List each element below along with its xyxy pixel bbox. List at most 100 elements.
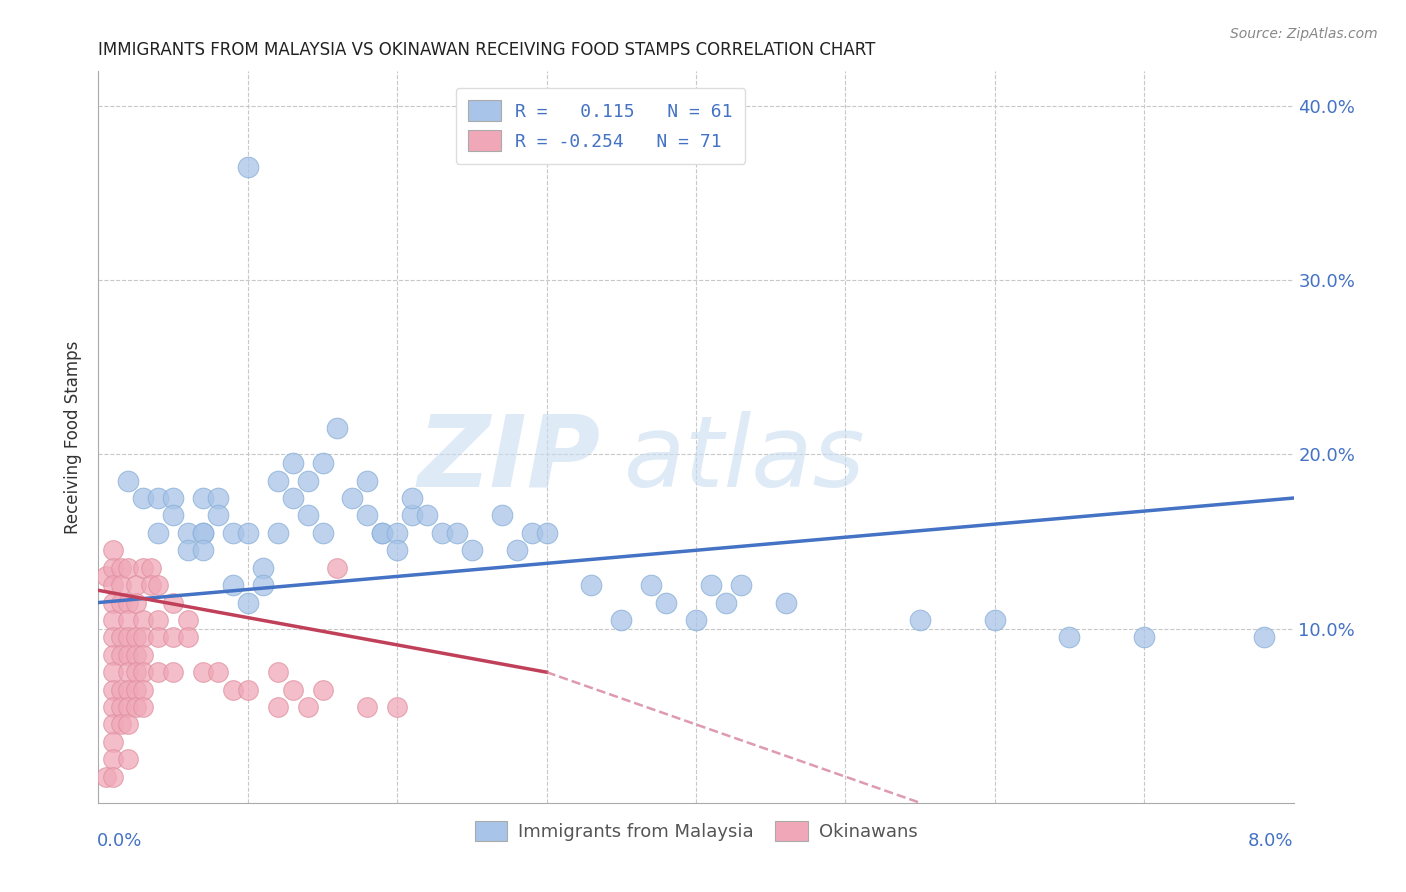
Point [222,682,245,697]
Point [446,525,468,540]
Point [132,648,155,662]
Point [536,525,558,540]
Point [281,682,304,697]
Point [222,578,245,592]
Point [125,682,148,697]
Point [117,717,139,731]
Legend: Immigrants from Malaysia, Okinawans: Immigrants from Malaysia, Okinawans [464,810,928,852]
Point [125,700,148,714]
Point [207,665,229,680]
Point [132,682,155,697]
Point [311,525,333,540]
Point [117,682,139,697]
Point [430,525,453,540]
Point [110,682,132,697]
Point [117,474,139,488]
Text: ZIP: ZIP [418,410,600,508]
Point [610,613,633,627]
Point [371,525,394,540]
Point [191,543,214,558]
Point [267,474,290,488]
Point [326,560,349,574]
Point [267,525,290,540]
Point [236,682,259,697]
Point [132,665,155,680]
Point [1133,631,1156,645]
Point [139,578,162,592]
Point [148,491,170,505]
Point [103,770,125,784]
Point [326,421,349,435]
Point [730,578,752,592]
Point [281,456,304,470]
Point [103,595,125,609]
Point [162,508,184,523]
Point [110,700,132,714]
Point [148,613,170,627]
Point [117,752,139,766]
Point [132,700,155,714]
Point [125,578,148,592]
Point [110,648,132,662]
Point [132,560,155,574]
Point [401,508,423,523]
Point [110,631,132,645]
Point [236,525,259,540]
Point [908,613,931,627]
Point [177,613,200,627]
Point [252,578,274,592]
Point [267,665,290,680]
Point [311,682,333,697]
Point [110,595,132,609]
Point [125,595,148,609]
Point [117,665,139,680]
Point [117,631,139,645]
Point [148,525,170,540]
Point [103,631,125,645]
Point [125,648,148,662]
Point [110,560,132,574]
Point [117,613,139,627]
Point [191,525,214,540]
Point [148,665,170,680]
Text: IMMIGRANTS FROM MALAYSIA VS OKINAWAN RECEIVING FOOD STAMPS CORRELATION CHART: IMMIGRANTS FROM MALAYSIA VS OKINAWAN REC… [98,41,876,59]
Point [984,613,1007,627]
Point [385,543,409,558]
Point [132,613,155,627]
Point [132,491,155,505]
Point [267,700,290,714]
Point [1059,631,1081,645]
Point [356,700,378,714]
Point [416,508,439,523]
Point [103,578,125,592]
Point [401,491,423,505]
Point [162,491,184,505]
Point [775,595,797,609]
Point [103,735,125,749]
Text: 8.0%: 8.0% [1249,832,1294,850]
Point [385,525,409,540]
Point [520,525,543,540]
Point [385,700,409,714]
Text: 0.0%: 0.0% [97,832,142,850]
Point [103,682,125,697]
Point [103,700,125,714]
Point [207,508,229,523]
Point [117,595,139,609]
Point [685,613,707,627]
Point [236,160,259,174]
Point [714,595,737,609]
Y-axis label: Receiving Food Stamps: Receiving Food Stamps [65,341,83,533]
Point [177,631,200,645]
Point [297,474,319,488]
Point [177,543,200,558]
Point [117,700,139,714]
Point [191,525,214,540]
Point [342,491,364,505]
Point [125,665,148,680]
Point [103,560,125,574]
Point [207,491,229,505]
Point [311,456,333,470]
Point [700,578,723,592]
Point [103,665,125,680]
